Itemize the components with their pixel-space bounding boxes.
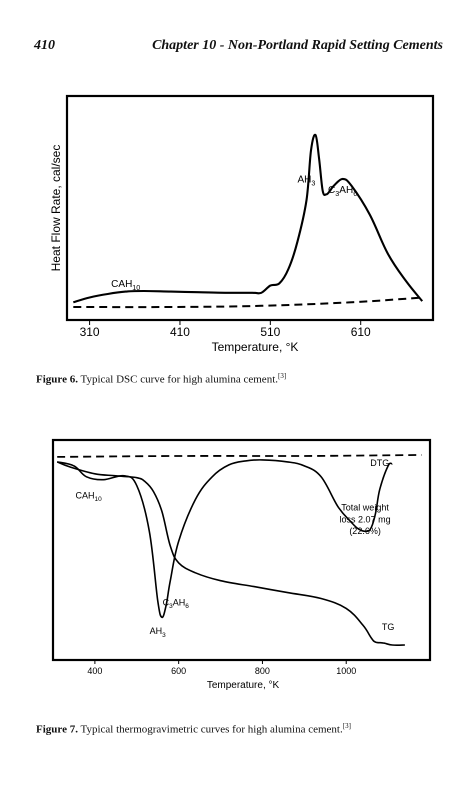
figure-7-xlabel: Temperature, °K [207, 680, 280, 691]
figure-7-caption-label: Figure 7. [36, 723, 78, 736]
figure-7-reference-line [57, 454, 422, 458]
running-title: Chapter 10 - Non-Portland Rapid Setting … [152, 38, 443, 53]
figure-6-baseline [73, 296, 423, 309]
figure-7-frame [51, 438, 432, 662]
figure-6-annotation: CAH10 [111, 279, 140, 292]
figure-6-caption: Figure 6. Typical DSC curve for high alu… [36, 372, 286, 386]
figure-7-caption-text: Typical thermogravimetric curves for hig… [77, 723, 343, 736]
figure-7-annotation: (22.6%) [349, 526, 381, 536]
figure-6-tick-label: 410 [170, 325, 190, 339]
figure-7-annotation: TG [382, 622, 395, 632]
figure-7-annotation: C3AH6 [163, 597, 190, 610]
figure-6-dsc-curve [72, 133, 424, 304]
figure-6-tick-label: 310 [80, 325, 100, 339]
figure-6-caption-label: Figure 6. [36, 373, 78, 386]
figure-7-annotation: DTG [370, 458, 389, 468]
figure-6-annotation: AH3 [298, 174, 316, 187]
figure-7-tick-label: 1000 [336, 666, 356, 676]
figure-7-tg-curve [56, 461, 405, 646]
figure-7-caption: Figure 7. Typical thermogravimetric curv… [36, 722, 351, 736]
figure-7-tick-label: 400 [87, 666, 102, 676]
figure-7-dtg-curve [57, 459, 393, 619]
figure-6-tick-label: 510 [260, 325, 280, 339]
figure-7-tick-label: 600 [171, 666, 186, 676]
figure-7-annotation: AH3 [150, 626, 167, 639]
figure-6-ylabel: Heat Flow Rate, cal/sec [49, 145, 63, 272]
figure-7-annotation: loss 2.07 mg [340, 514, 391, 524]
figure-6-caption-text: Typical DSC curve for high alumina cemen… [77, 373, 278, 386]
figure-6-tick-label: 610 [351, 325, 371, 339]
figure-6-caption-ref: [3] [278, 372, 287, 380]
figure-7-annotation: CAH10 [75, 491, 102, 504]
figure-6-frame [65, 94, 435, 322]
page-number: 410 [34, 38, 55, 53]
figure-6-xlabel: Temperature, °K [212, 340, 299, 354]
figure-7-tick-label: 800 [255, 666, 270, 676]
page-header: 410 Chapter 10 - Non-Portland Rapid Sett… [34, 38, 443, 58]
figure-7-caption-ref: [3] [342, 722, 351, 730]
figure-6-dsc-chart: Heat Flow Rate, cal/sec 310 410 510 610 CAH… [49, 94, 435, 354]
figure-7-annotation: Total weight [341, 502, 389, 512]
figure-6-annotation: C3AH6 [328, 185, 357, 198]
figure-7-tg-chart: 400 600 800 1000 CAH10 C3AH6 AH3 DTG Total weig… [51, 438, 432, 691]
